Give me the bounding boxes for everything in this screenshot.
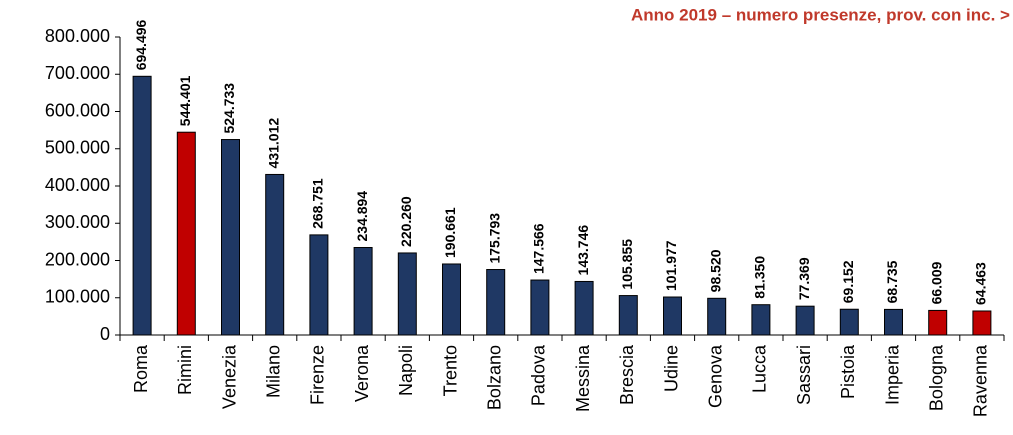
y-tick-label: 100.000 xyxy=(45,287,110,307)
data-label: 105.855 xyxy=(619,239,635,290)
data-label: 431.012 xyxy=(265,118,281,169)
chart-title: Anno 2019 – numero presenze, prov. con i… xyxy=(631,5,1010,24)
bar xyxy=(574,280,594,336)
data-label: 544.401 xyxy=(177,75,193,126)
x-tick-label: Roma xyxy=(131,344,151,393)
data-label: 68.735 xyxy=(884,260,900,303)
bar xyxy=(265,173,285,336)
x-tick-label: Padova xyxy=(529,344,549,406)
x-tick-label: Milano xyxy=(263,345,283,398)
bar xyxy=(663,296,682,336)
x-tick-label: Verona xyxy=(352,344,372,402)
bar xyxy=(309,234,329,336)
data-label: 77.369 xyxy=(796,257,812,300)
data-label: 220.260 xyxy=(398,196,414,247)
y-tick-label: 600.000 xyxy=(45,100,110,120)
bar xyxy=(618,295,638,336)
x-tick-label: Udine xyxy=(661,345,681,392)
bar xyxy=(176,131,196,336)
bar xyxy=(707,297,727,336)
bar xyxy=(884,308,903,336)
x-tick-label: Sassari xyxy=(794,345,814,405)
data-label: 147.566 xyxy=(531,223,547,274)
x-tick-label: Pistoia xyxy=(838,344,858,399)
y-tick-label: 0 xyxy=(100,324,110,344)
bar xyxy=(221,139,240,336)
y-tick-label: 500.000 xyxy=(45,138,110,158)
y-tick-label: 300.000 xyxy=(45,212,110,232)
x-tick-label: Imperia xyxy=(882,344,902,405)
bar xyxy=(530,279,550,336)
x-tick-label: Genova xyxy=(705,344,725,408)
data-label: 524.733 xyxy=(221,83,237,134)
data-label: 268.751 xyxy=(310,178,326,229)
data-label: 66.009 xyxy=(928,261,944,304)
data-label: 64.463 xyxy=(973,262,989,305)
x-tick-label: Trento xyxy=(440,345,460,396)
x-tick-label: Ravenna xyxy=(971,344,991,417)
bar xyxy=(132,75,152,336)
x-tick-label: Venezia xyxy=(219,344,239,409)
x-tick-label: Rimini xyxy=(175,345,195,395)
bar xyxy=(839,308,859,336)
x-tick-label: Brescia xyxy=(617,344,637,405)
y-tick-label: 800.000 xyxy=(45,26,110,46)
y-tick-label: 700.000 xyxy=(45,63,110,83)
x-tick-label: Firenze xyxy=(308,345,328,405)
bar xyxy=(442,263,461,336)
x-tick-label: Bologna xyxy=(926,344,946,411)
data-label: 234.894 xyxy=(354,191,370,242)
data-label: 98.520 xyxy=(707,249,723,292)
data-label: 143.746 xyxy=(575,225,591,276)
y-tick-label: 400.000 xyxy=(45,175,110,195)
bar xyxy=(353,247,373,336)
x-tick-label: Messina xyxy=(573,344,593,412)
y-tick-label: 200.000 xyxy=(45,249,110,269)
data-label: 190.661 xyxy=(442,207,458,258)
bar xyxy=(397,252,417,336)
data-label: 69.152 xyxy=(840,260,856,303)
data-label: 694.496 xyxy=(133,19,149,70)
bar xyxy=(928,309,948,336)
x-tick-label: Lucca xyxy=(750,344,770,393)
bar xyxy=(751,304,771,336)
bar xyxy=(795,305,815,336)
bar xyxy=(486,269,506,336)
bar xyxy=(972,310,992,336)
x-tick-label: Bolzano xyxy=(484,345,504,410)
data-label: 81.350 xyxy=(752,256,768,299)
data-label: 175.793 xyxy=(486,213,502,264)
x-tick-label: Napoli xyxy=(396,345,416,396)
data-label: 101.977 xyxy=(663,240,679,291)
